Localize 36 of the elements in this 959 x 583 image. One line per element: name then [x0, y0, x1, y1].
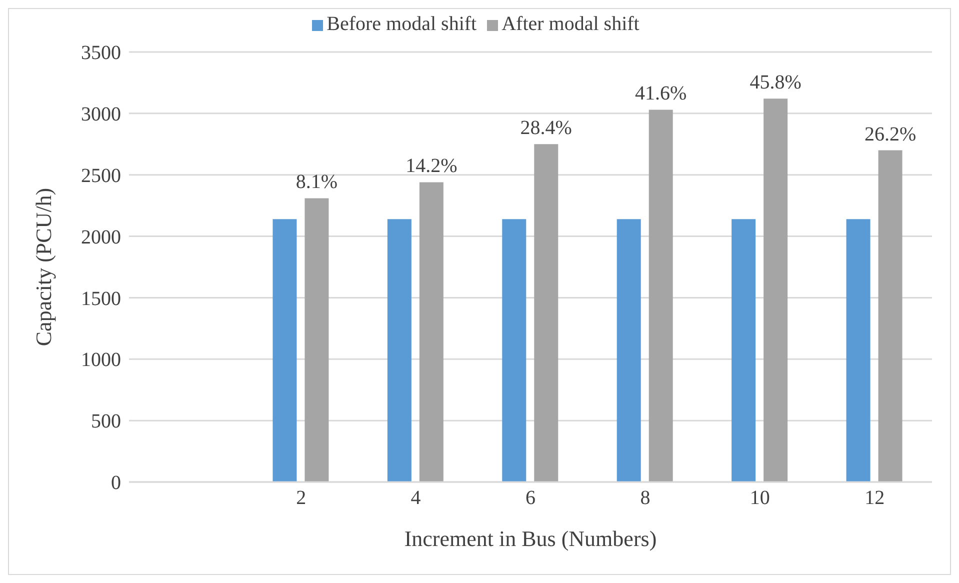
- y-tick-label: 3500: [81, 42, 121, 64]
- x-axis-title: Increment in Bus (Numbers): [404, 526, 657, 551]
- x-tick-label: 2: [296, 487, 306, 510]
- y-tick-label: 1500: [81, 288, 121, 310]
- y-tick-label: 2500: [81, 164, 121, 187]
- x-tick-label: 6: [526, 487, 536, 510]
- bar: [846, 219, 870, 482]
- annotation: 28.4%: [520, 117, 572, 140]
- annotation: 41.6%: [635, 82, 687, 105]
- y-tick-label: 0: [111, 472, 121, 494]
- legend-label: After modal shift: [502, 13, 640, 35]
- bar: [304, 198, 329, 482]
- bar: [616, 219, 641, 482]
- annotation: 8.1%: [296, 171, 338, 194]
- annotation: 26.2%: [864, 123, 916, 146]
- annotation: 14.2%: [406, 155, 458, 178]
- bar: [648, 110, 673, 482]
- bar: [502, 219, 526, 482]
- bar: [878, 150, 902, 482]
- x-tick-label: 8: [640, 487, 650, 510]
- bar: [419, 182, 444, 482]
- x-tick-label: 12: [864, 487, 885, 510]
- y-tick-label: 1000: [81, 349, 121, 372]
- y-axis-title: Capacity (PCU/h): [30, 188, 56, 346]
- x-tick-label: 10: [750, 487, 770, 510]
- bar: [272, 219, 297, 482]
- legend-label: Before modal shift: [326, 13, 477, 35]
- x-tick-label: 4: [410, 487, 421, 510]
- y-tick-label: 3000: [81, 104, 121, 126]
- bar: [732, 219, 756, 482]
- y-tick-label: 500: [91, 410, 121, 433]
- y-tick-label: 2000: [81, 226, 121, 248]
- annotation: 45.8%: [750, 72, 802, 94]
- bar: [387, 219, 412, 482]
- bar: [534, 144, 558, 482]
- bar: [764, 98, 788, 482]
